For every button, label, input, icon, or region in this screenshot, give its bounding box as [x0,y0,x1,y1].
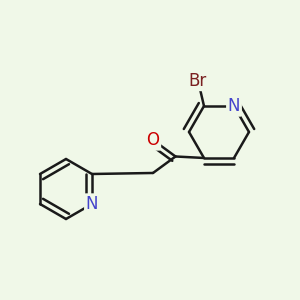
Text: N: N [228,97,240,115]
Text: O: O [146,131,160,149]
Text: N: N [86,195,98,213]
Text: Br: Br [189,71,207,89]
